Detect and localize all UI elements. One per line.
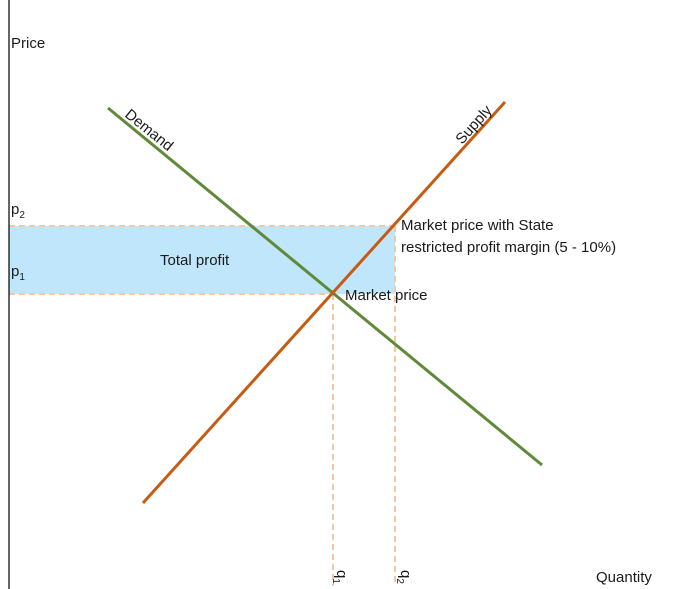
quantity-axis-label: Quantity	[596, 569, 652, 586]
total-profit-label: Total profit	[160, 252, 230, 269]
supply-label: Supply	[452, 102, 496, 148]
price-axis-label: Price	[11, 35, 45, 52]
p1-subscript: 1	[19, 272, 25, 283]
p2-base: p	[11, 201, 19, 218]
restricted-price-label-line2: restricted profit margin (5 - 10%)	[401, 239, 616, 256]
demand-label: Demand	[121, 106, 176, 155]
q2-label: q2	[394, 570, 414, 584]
q2-base: q	[397, 570, 414, 578]
q2-subscript: 2	[394, 578, 405, 584]
restricted-price-label-line1: Market price with State	[401, 217, 554, 234]
demand-curve	[107, 106, 543, 467]
q1-label: q1	[330, 570, 350, 584]
guide-lines	[9, 225, 396, 586]
p1-label: p1	[11, 263, 25, 283]
q1-base: q	[333, 570, 350, 578]
total-profit-area	[9, 226, 395, 294]
supply-curve	[141, 100, 507, 505]
p2-label: p2	[11, 201, 25, 221]
p2-subscript: 2	[19, 210, 25, 221]
q1-subscript: 1	[330, 578, 341, 584]
market-price-label: Market price	[345, 287, 428, 304]
p1-base: p	[11, 263, 19, 280]
